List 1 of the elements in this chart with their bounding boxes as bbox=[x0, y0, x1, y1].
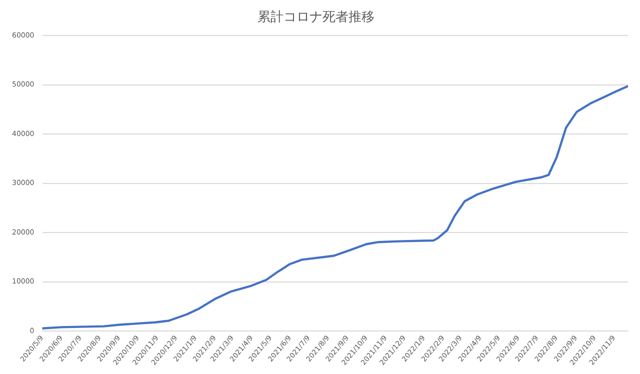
chart-title: 累計コロナ死者推移 bbox=[258, 10, 374, 26]
